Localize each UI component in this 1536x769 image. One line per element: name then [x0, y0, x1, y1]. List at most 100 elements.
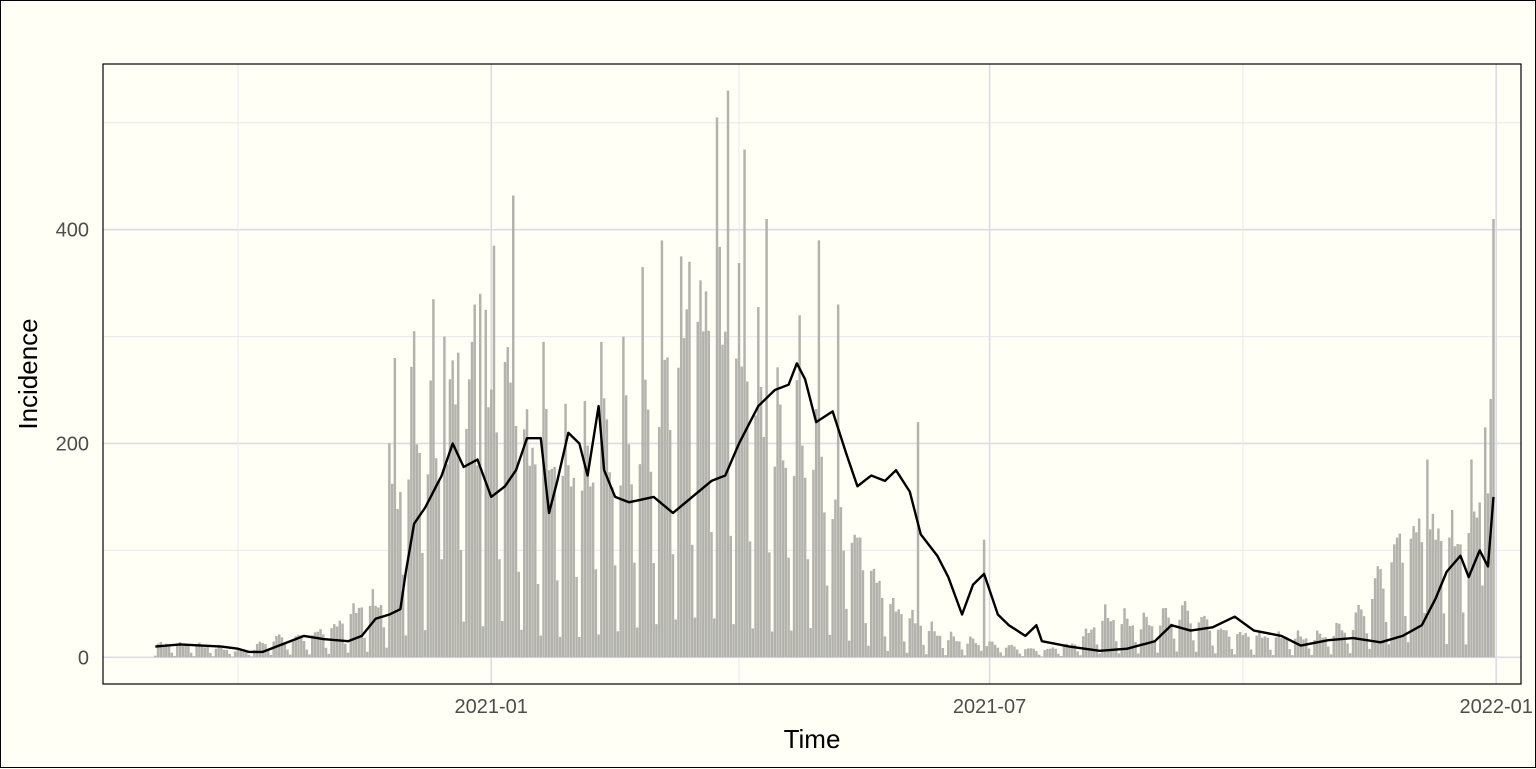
bar — [1032, 648, 1035, 658]
bar — [459, 549, 463, 658]
bar — [187, 645, 190, 658]
bar — [1203, 615, 1206, 658]
bar — [302, 640, 306, 658]
bar — [393, 357, 397, 658]
bar — [1486, 493, 1490, 658]
bar — [170, 652, 174, 658]
bar — [834, 499, 837, 658]
bar — [1269, 649, 1272, 658]
bar — [933, 631, 936, 658]
bar — [1098, 653, 1101, 658]
bar — [916, 422, 920, 658]
bar — [660, 240, 664, 658]
bar — [360, 607, 364, 658]
bar — [1277, 631, 1280, 658]
bar — [319, 629, 322, 658]
bar — [385, 647, 388, 658]
bar — [635, 627, 639, 658]
bar — [561, 475, 565, 658]
bar — [250, 656, 253, 658]
bar — [1472, 511, 1476, 658]
bar — [721, 344, 724, 658]
bar — [498, 559, 501, 658]
bar — [1291, 655, 1294, 658]
bar — [710, 532, 713, 658]
bar — [1046, 648, 1049, 658]
bar — [294, 636, 297, 658]
bar — [1068, 645, 1071, 658]
bar — [1249, 649, 1253, 658]
bar — [316, 631, 320, 658]
bar — [842, 550, 845, 658]
bar — [1354, 612, 1358, 658]
bar — [432, 299, 435, 658]
y-axis-ticks: 0 200 400 — [56, 220, 89, 670]
bar — [1448, 537, 1451, 658]
bar — [702, 331, 705, 658]
bar — [1238, 631, 1242, 658]
bar — [861, 570, 865, 658]
bar — [1478, 502, 1481, 658]
bar — [346, 652, 350, 658]
bar — [1244, 633, 1247, 658]
bar — [616, 631, 620, 658]
bar — [1338, 623, 1341, 658]
bar — [1208, 630, 1212, 658]
bar — [1390, 562, 1393, 658]
bar — [401, 574, 405, 658]
x-tick-label: 2021-01 — [455, 696, 528, 718]
bar — [195, 646, 198, 658]
bar — [952, 636, 956, 658]
bar — [966, 643, 969, 658]
bar — [1059, 655, 1063, 658]
bar — [335, 626, 339, 658]
bar — [880, 597, 884, 658]
bar — [352, 603, 355, 658]
bar — [200, 646, 204, 658]
bar — [726, 90, 730, 658]
bar — [1106, 617, 1110, 658]
bar — [858, 537, 862, 658]
bar — [597, 634, 600, 658]
bar — [883, 636, 887, 658]
bar — [960, 649, 964, 658]
bar — [605, 419, 609, 658]
bar — [1112, 619, 1115, 658]
bar — [1194, 651, 1198, 658]
bar — [495, 432, 498, 658]
bar — [812, 469, 815, 658]
bar — [1404, 616, 1407, 658]
bar — [1492, 219, 1495, 658]
bar — [512, 195, 515, 658]
bar — [996, 647, 1000, 658]
bar — [1170, 623, 1173, 658]
bar — [1131, 625, 1135, 658]
bar — [1316, 630, 1319, 658]
bar — [1101, 620, 1104, 658]
bar — [1442, 613, 1446, 658]
bar — [715, 117, 719, 658]
bar — [999, 652, 1002, 658]
bar — [627, 444, 631, 658]
bar — [905, 652, 909, 658]
bar — [509, 382, 512, 658]
bar — [947, 640, 950, 658]
bar — [784, 467, 788, 658]
bar — [652, 563, 655, 658]
bar — [867, 645, 870, 658]
bar — [911, 609, 914, 658]
bar — [993, 644, 997, 658]
bar — [528, 465, 532, 658]
bar — [363, 637, 366, 658]
bar — [732, 624, 735, 658]
bar — [1164, 608, 1168, 658]
bar — [1346, 643, 1349, 658]
bar — [903, 641, 906, 658]
bar — [787, 557, 790, 658]
bar — [919, 625, 922, 658]
bar — [1225, 630, 1228, 658]
bar — [762, 436, 766, 658]
bar — [969, 636, 972, 658]
bar — [261, 642, 264, 658]
bar — [1090, 629, 1093, 658]
